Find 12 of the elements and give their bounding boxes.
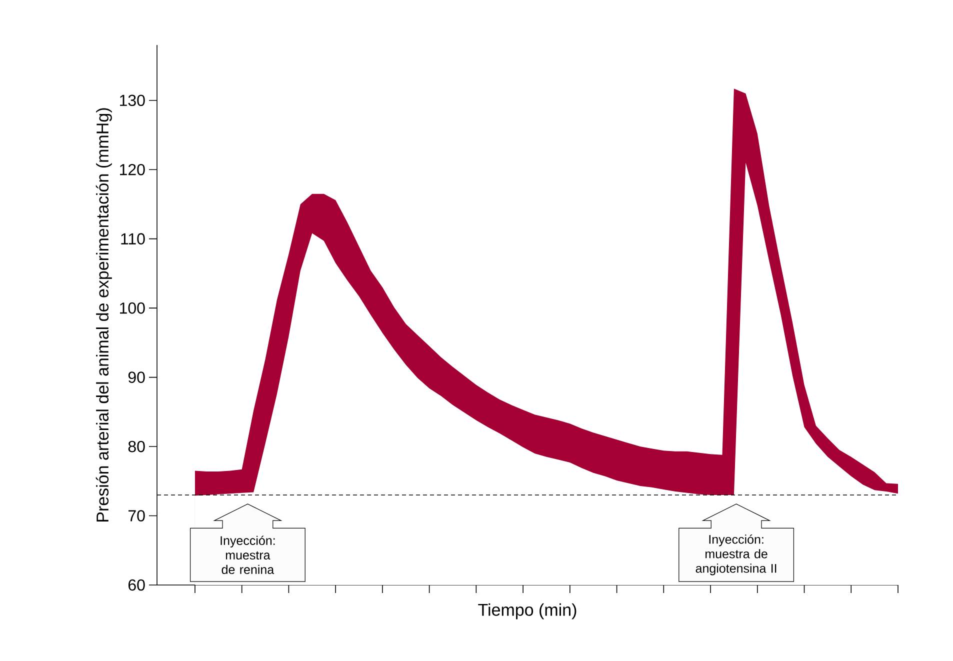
y-axis-title: Presión arterial del animal de experimentación (mmHg) (96, 108, 112, 522)
y-tick-label: 100 (120, 302, 145, 314)
y-tick-label: 80 (128, 440, 145, 452)
x-axis-title: Tiempo (min) (478, 603, 576, 620)
annotation: Inyección: muestra de angiotensina II (696, 534, 776, 576)
annotation: Inyección: muestra de renina (220, 536, 275, 574)
y-tick-label: 90 (128, 372, 145, 383)
y-tick-label: 110 (121, 233, 145, 244)
y-tick-label: 60 (128, 579, 145, 591)
y-tick-label: 120 (120, 164, 145, 176)
y-tick-label: 70 (128, 510, 145, 522)
y-tick-label: 130 (120, 94, 145, 106)
